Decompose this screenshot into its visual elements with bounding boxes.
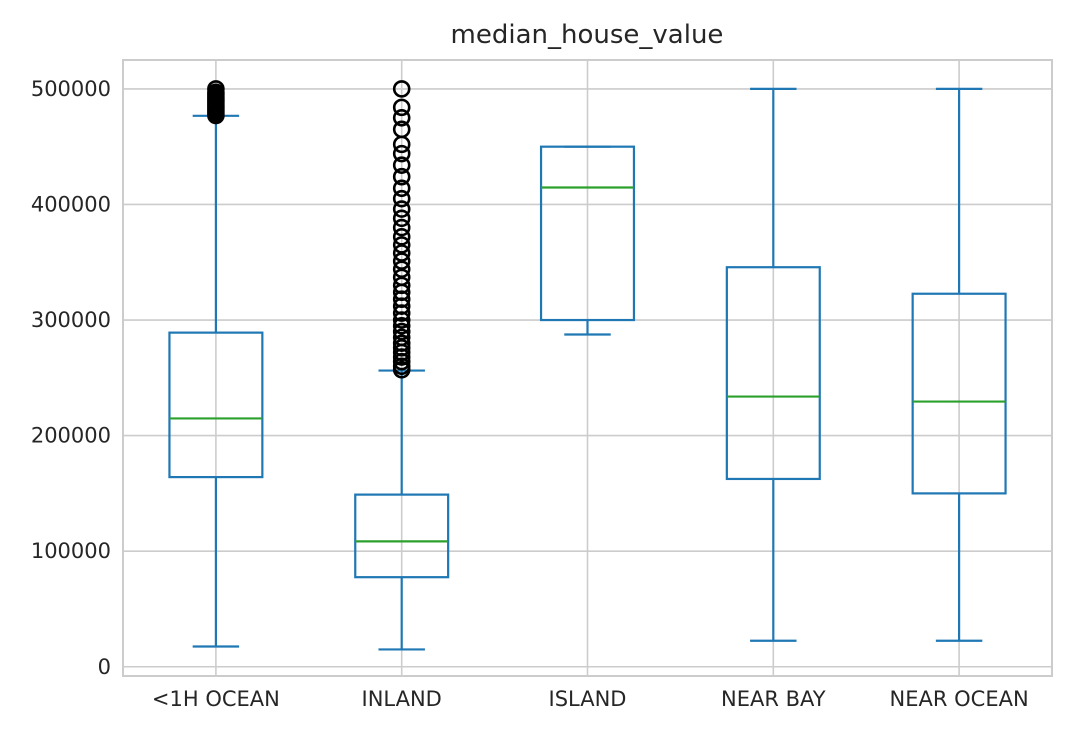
x-tick-label: ISLAND — [549, 687, 627, 711]
y-tick-label: 500000 — [31, 77, 111, 101]
outlier-point — [392, 98, 411, 117]
y-tick-label: 100000 — [31, 539, 111, 563]
outlier-point — [392, 334, 411, 352]
box-iqr — [911, 292, 1007, 495]
outlier-point — [207, 80, 225, 98]
outlier-point — [392, 189, 411, 208]
box-group — [539, 145, 636, 336]
boxes — [168, 80, 1007, 651]
y-tick-label: 0 — [98, 655, 111, 679]
outlier-point — [392, 328, 411, 347]
outlier-point — [392, 322, 411, 341]
outlier-point — [392, 156, 411, 174]
box-iqr — [539, 145, 636, 322]
box-iqr — [168, 331, 264, 479]
box-iqr — [354, 493, 450, 579]
outlier-point — [392, 228, 411, 246]
x-axis-ticks: <1H OCEAN INLAND ISLAND NEAR BAY NEAR OCEAN — [152, 687, 1029, 711]
y-tick-label: 400000 — [31, 192, 111, 216]
outlier-point — [392, 80, 411, 98]
outlier-point — [392, 144, 411, 163]
outlier-point — [392, 218, 411, 237]
x-tick-label: NEAR OCEAN — [890, 687, 1029, 711]
box-group — [725, 87, 821, 642]
plot-frame — [122, 59, 1053, 677]
box-group — [911, 87, 1007, 642]
x-tick-label: INLAND — [362, 687, 442, 711]
outlier-point — [392, 317, 411, 335]
outlier-point — [392, 200, 411, 218]
box-iqr — [725, 266, 821, 481]
outlier-point — [392, 120, 411, 139]
chart-title: median_house_value — [451, 20, 724, 50]
outlier-point — [392, 179, 411, 198]
outlier-point — [392, 167, 411, 186]
y-tick-label: 200000 — [31, 424, 111, 448]
y-tick-label: 300000 — [31, 308, 111, 332]
outlier-point — [392, 236, 411, 254]
y-axis-ticks: 0 100000 200000 300000 400000 500000 — [31, 77, 111, 679]
x-tick-label: NEAR BAY — [721, 687, 826, 711]
x-tick-label: <1H OCEAN — [152, 687, 280, 711]
box-group — [168, 80, 264, 648]
outlier-point — [392, 108, 411, 127]
outlier-point — [392, 209, 411, 228]
box-group — [354, 80, 450, 651]
